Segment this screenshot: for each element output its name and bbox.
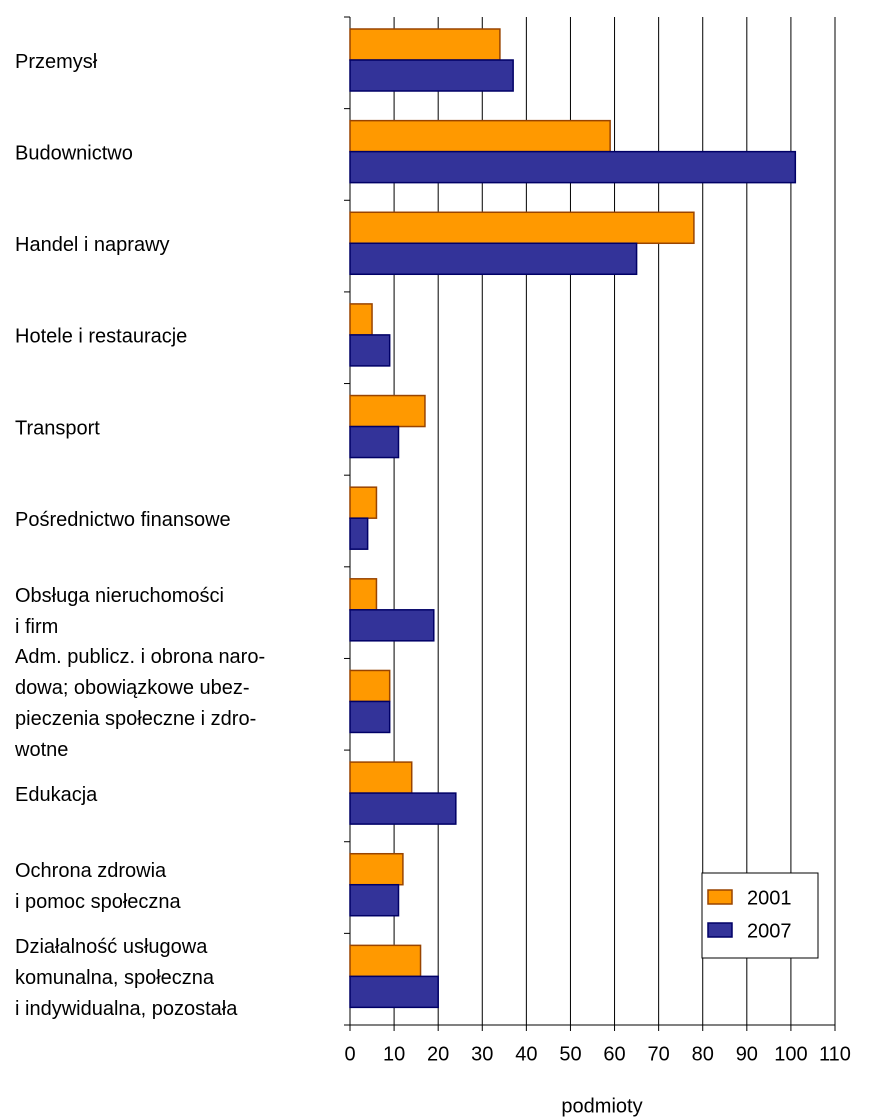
- y-tick-label: Transport: [15, 418, 100, 440]
- y-tick-label: Edukacja: [15, 784, 98, 806]
- bar: [349, 578, 378, 611]
- bar: [349, 394, 426, 428]
- bar: [349, 242, 638, 276]
- x-tick-label: 60: [603, 1043, 625, 1065]
- x-tick-label: 100: [774, 1043, 807, 1065]
- x-tick-label: 10: [383, 1043, 405, 1065]
- bar: [349, 852, 404, 886]
- y-tick-label: Budownictwo: [15, 143, 133, 165]
- y-tick-label: Adm. publicz. i obrona naro-dowa; obowią…: [14, 646, 265, 761]
- bar: [349, 975, 439, 1009]
- x-axis-label: podmioty: [561, 1095, 642, 1117]
- bar: [349, 119, 611, 153]
- legend: 2001 2007: [701, 872, 819, 959]
- y-tick-label: Hotele i restauracje: [15, 326, 187, 348]
- legend-swatch: [707, 922, 733, 938]
- x-tick-label: 80: [692, 1043, 714, 1065]
- x-tick-label: 30: [471, 1043, 493, 1065]
- y-tick-label: Handel i naprawy: [15, 234, 170, 256]
- y-tick-label: Ochrona zdrowia i pomoc społeczna: [15, 860, 182, 913]
- x-tick-label: 40: [515, 1043, 537, 1065]
- y-tick-label: Obsługa nieruchomości i firm: [15, 585, 224, 638]
- bar: [349, 700, 391, 734]
- bar: [349, 609, 435, 642]
- x-tick-label: 70: [648, 1043, 670, 1065]
- legend-swatch: [707, 889, 733, 905]
- bar: [349, 761, 413, 794]
- bar: [349, 669, 391, 703]
- bar: [349, 150, 797, 184]
- x-tick-label: 20: [427, 1043, 449, 1065]
- bar: [349, 517, 369, 550]
- x-tick-label: 0: [344, 1043, 355, 1065]
- x-tick-label: 110: [819, 1043, 851, 1065]
- bar: [349, 303, 373, 336]
- x-tick-label: 90: [736, 1043, 758, 1065]
- bar: [349, 59, 514, 92]
- bar: [349, 486, 378, 519]
- bar: [349, 211, 695, 245]
- bar: [349, 792, 457, 825]
- bar: [349, 334, 391, 367]
- legend-label: 2007: [747, 920, 792, 942]
- y-tick-label: Przemysł: [15, 51, 98, 73]
- x-tick-label: 50: [559, 1043, 581, 1065]
- y-tick-label: Pośrednictwo finansowe: [15, 509, 231, 531]
- bar: [349, 883, 400, 917]
- bar: [349, 944, 422, 978]
- y-tick-label: Działalność usługowa komunalna, społeczna…: [15, 936, 238, 1020]
- bar: [349, 425, 400, 459]
- legend-box: [701, 872, 819, 959]
- bar: [349, 28, 501, 61]
- legend-label: 2001: [747, 887, 792, 909]
